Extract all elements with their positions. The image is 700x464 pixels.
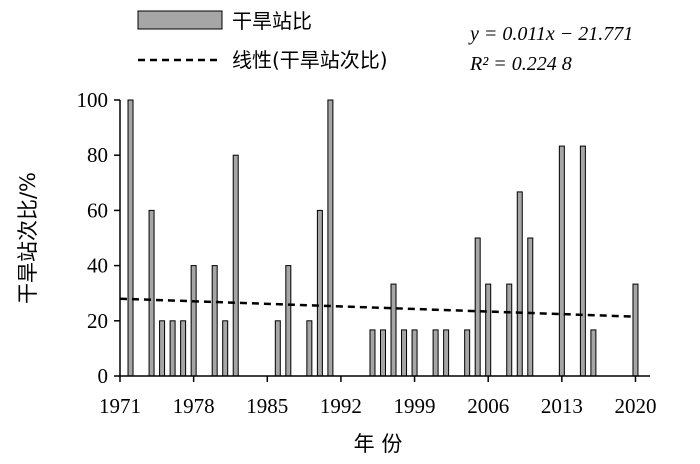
plot-area: 0 20 40 60 80 100 1971 1978 1985 1992 1999 2006 2013… <box>77 88 657 418</box>
bar-2004 <box>464 329 471 377</box>
x-tick-label-2006: 2006 <box>467 394 509 418</box>
x-tick-label-2020: 2020 <box>614 394 656 418</box>
regression-equation: y = 0.011x − 21.771 <box>468 23 633 45</box>
bar-1990 <box>316 209 323 377</box>
y-tick-label-80: 80 <box>87 143 108 167</box>
bar-1995 <box>369 329 376 377</box>
bar-1987 <box>285 265 292 377</box>
bar-1999 <box>411 329 418 377</box>
x-tick-label-1971: 1971 <box>99 394 141 418</box>
legend-bar-swatch <box>137 10 223 30</box>
bar-2020 <box>632 283 639 377</box>
bar-1976 <box>169 320 176 377</box>
y-tick-label-20: 20 <box>87 309 108 333</box>
bar-1991 <box>327 99 334 377</box>
bar-2001 <box>432 329 439 377</box>
bar-2016 <box>590 329 597 377</box>
bar-1989 <box>306 320 313 377</box>
r-squared: R² = 0.224 8 <box>469 53 572 75</box>
bar-1982 <box>232 154 239 377</box>
y-axis-label: 干旱站次比/% <box>16 172 40 304</box>
bar-2009 <box>516 191 523 377</box>
bar-1978 <box>190 265 197 377</box>
bar-1977 <box>180 320 187 377</box>
bar-2013 <box>558 145 565 377</box>
bar-2006 <box>485 283 492 377</box>
bar-2005 <box>474 237 481 377</box>
x-tick-label-1978: 1978 <box>173 394 215 418</box>
x-tick-label-1999: 1999 <box>394 394 436 418</box>
x-axis-label: 年 份 <box>354 432 403 456</box>
bar-2015 <box>579 145 586 377</box>
bar-1980 <box>211 265 218 377</box>
bar-1997 <box>390 283 397 377</box>
bar-2002 <box>443 329 450 377</box>
bar-2008 <box>506 283 513 377</box>
x-tick-label-1992: 1992 <box>320 394 362 418</box>
y-tick-label-40: 40 <box>87 254 108 278</box>
y-tick-label-0: 0 <box>98 364 109 388</box>
bar-2010 <box>527 237 534 377</box>
x-tick-label-2013: 2013 <box>541 394 583 418</box>
y-tick-label-100: 100 <box>77 88 109 112</box>
legend: 干旱站比 线性(干旱站次比) <box>137 9 388 72</box>
bar-1986 <box>274 320 281 377</box>
trend-line <box>119 297 636 318</box>
bar-1972 <box>127 99 134 377</box>
bar-1998 <box>401 329 408 377</box>
bar-1996 <box>380 329 386 377</box>
x-tick-label-1985: 1985 <box>246 394 288 418</box>
y-tick-label-60: 60 <box>87 198 108 222</box>
legend-trend-label: 线性(干旱站次比) <box>232 48 388 72</box>
legend-bar-label: 干旱站比 <box>232 9 312 33</box>
bar-1974 <box>148 209 155 377</box>
bar-1981 <box>222 320 229 377</box>
bar-1975 <box>159 320 166 377</box>
